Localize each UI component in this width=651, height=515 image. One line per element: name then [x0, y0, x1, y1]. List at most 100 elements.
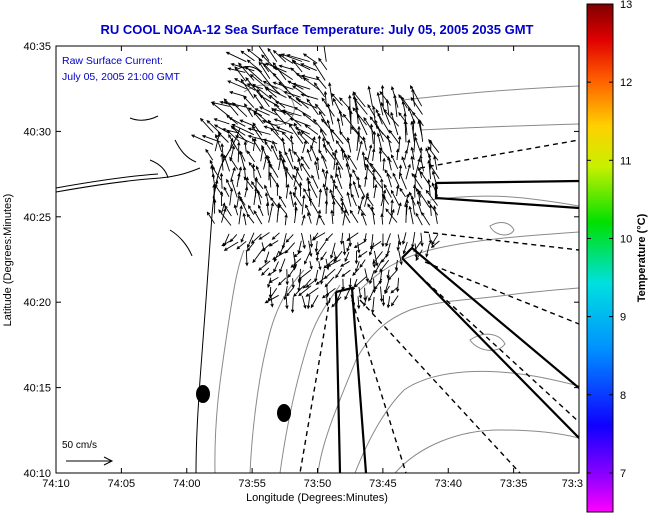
current-vector	[308, 240, 313, 258]
current-vector	[325, 295, 329, 307]
current-vector	[307, 187, 312, 206]
current-vector	[244, 103, 253, 118]
current-vector	[239, 197, 248, 214]
current-vector	[413, 241, 422, 253]
current-vector	[258, 260, 271, 271]
current-vector	[354, 97, 368, 115]
current-vector	[302, 278, 312, 289]
current-vector	[314, 241, 319, 253]
current-vector	[367, 203, 376, 216]
contour-line	[469, 333, 506, 351]
current-vector	[399, 172, 407, 190]
current-vector	[418, 119, 424, 142]
current-vector	[368, 242, 375, 256]
contour-line	[354, 370, 579, 473]
current-vector	[300, 162, 311, 179]
current-vector	[265, 62, 287, 73]
current-vector	[220, 142, 224, 162]
colorbar-tick-label: 9	[620, 312, 626, 324]
current-vector	[354, 250, 359, 265]
current-vector	[267, 269, 277, 276]
current-vector	[261, 242, 271, 252]
current-vector	[396, 148, 400, 161]
current-vector	[425, 243, 430, 258]
current-vector	[301, 194, 306, 215]
current-vector	[252, 249, 263, 264]
current-vector	[284, 151, 294, 170]
current-vector	[412, 184, 417, 198]
current-vector	[380, 213, 384, 225]
current-vector	[280, 53, 303, 62]
current-vector	[364, 156, 374, 170]
current-vector	[427, 178, 431, 196]
current-vector	[292, 174, 302, 190]
current-vector	[335, 172, 343, 189]
current-vector	[381, 294, 386, 307]
colorbar-tick-label: 7	[620, 468, 626, 480]
current-vector	[212, 179, 219, 199]
current-vector	[342, 208, 347, 226]
radial-outline	[434, 179, 579, 210]
current-vector	[415, 212, 423, 226]
current-vector	[308, 179, 318, 199]
current-vector	[356, 296, 361, 310]
current-vector	[238, 204, 243, 225]
current-vector	[357, 114, 368, 136]
current-vector	[298, 181, 303, 197]
current-vector	[419, 154, 424, 172]
current-vector	[386, 296, 391, 309]
current-vector	[364, 268, 369, 283]
current-vector	[372, 251, 383, 265]
current-vector	[420, 232, 424, 247]
current-vector	[401, 156, 407, 170]
current-vector	[348, 278, 352, 289]
current-vector	[320, 269, 325, 285]
current-vector	[428, 138, 440, 153]
current-vector	[296, 99, 318, 109]
current-vector	[264, 86, 287, 99]
colorbar-tick-label: 8	[620, 390, 626, 402]
current-vector	[211, 102, 230, 117]
current-vector	[309, 260, 313, 270]
current-vector	[415, 249, 423, 262]
current-vector	[313, 118, 327, 136]
current-vector	[390, 189, 400, 206]
current-vector	[300, 93, 319, 100]
current-vector	[394, 259, 399, 272]
current-vector	[311, 174, 319, 189]
radial-outlines	[334, 179, 579, 473]
current-vector	[335, 161, 339, 178]
colorbar	[586, 3, 614, 513]
current-vector	[398, 164, 403, 179]
x-tick-label: 74:05	[108, 478, 136, 490]
current-vector	[380, 84, 385, 107]
x-tick-label: 73:45	[369, 478, 397, 490]
current-vector	[361, 151, 367, 171]
current-vector	[408, 205, 414, 225]
current-vector	[231, 124, 255, 136]
current-vector	[318, 57, 328, 71]
current-vector	[340, 260, 350, 267]
current-vector	[380, 101, 391, 125]
current-vector	[284, 242, 296, 254]
current-vector	[220, 202, 226, 215]
current-vector	[245, 249, 249, 267]
current-vector	[326, 119, 335, 142]
current-vector	[298, 285, 312, 297]
current-vector	[229, 234, 238, 243]
current-vector	[363, 295, 368, 307]
current-vector	[410, 195, 415, 215]
current-vector	[238, 62, 255, 81]
current-vector	[271, 65, 293, 80]
current-vector	[246, 213, 255, 224]
current-vector	[277, 277, 287, 286]
x-tick-label: 74:10	[42, 478, 70, 490]
colorbar-label: Temperature (°C)	[636, 213, 648, 302]
current-vector	[364, 192, 369, 207]
current-vector	[306, 98, 319, 116]
current-vector	[247, 204, 255, 215]
current-vector	[206, 119, 222, 135]
current-vector	[253, 187, 258, 206]
current-vector	[305, 287, 319, 297]
current-vector	[341, 269, 351, 278]
